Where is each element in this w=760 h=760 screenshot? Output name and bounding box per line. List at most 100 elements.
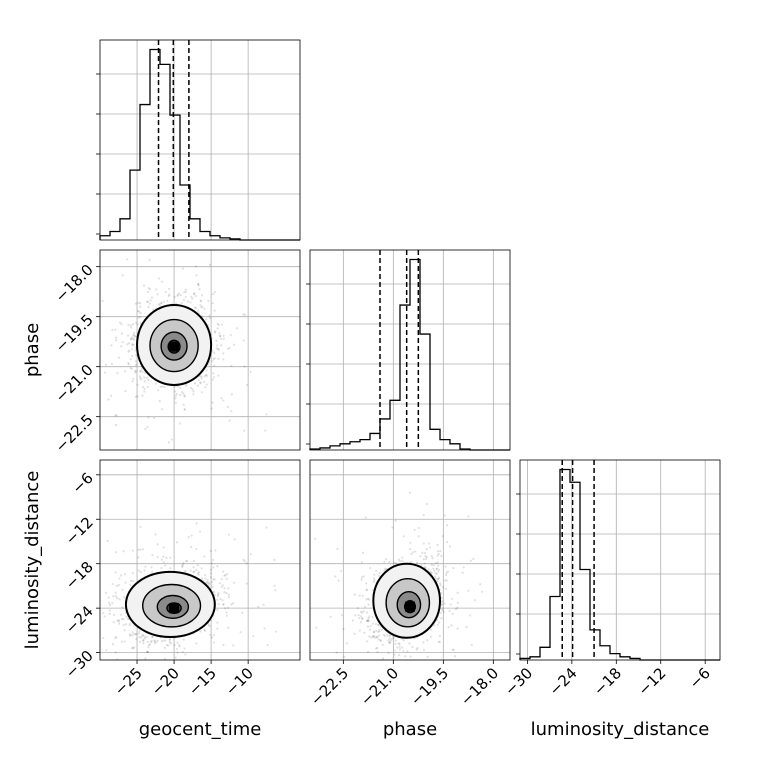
sample-point [430, 571, 433, 575]
sample-point [360, 576, 364, 579]
sample-point [425, 557, 428, 561]
sample-point [386, 634, 389, 637]
histogram-bin-geocent_time-9 [190, 219, 200, 240]
sample-point [213, 357, 216, 360]
sample-point [195, 568, 198, 572]
sample-point [105, 649, 108, 652]
histogram-bin-phase-3 [340, 444, 350, 450]
sample-point [206, 582, 209, 585]
sample-point [174, 390, 177, 393]
sample-point [131, 647, 134, 650]
sample-point [217, 357, 220, 360]
sample-point [360, 561, 363, 564]
sample-point [362, 575, 365, 578]
sample-point [391, 526, 394, 529]
sample-point [181, 565, 184, 569]
sample-point [364, 675, 366, 677]
sample-point [413, 528, 416, 532]
sample-point [175, 392, 178, 396]
sample-point [394, 519, 397, 522]
sample-point [214, 330, 217, 333]
sample-point [245, 582, 248, 585]
sample-point [216, 595, 220, 598]
sample-point [194, 265, 198, 268]
sample-point [176, 641, 179, 644]
sample-point [110, 344, 113, 347]
sample-point [181, 564, 184, 567]
sample-point [469, 559, 472, 562]
sample-point [207, 581, 210, 584]
sample-point [375, 647, 378, 650]
sample-point [211, 293, 215, 296]
sample-point [189, 545, 193, 549]
sample-point [430, 571, 433, 574]
sample-point [159, 385, 162, 388]
sample-point [379, 638, 382, 642]
sample-point [146, 640, 149, 644]
hist-phase-frame [309, 249, 511, 451]
histogram-bin-luminosity_distance-7 [590, 630, 600, 660]
sample-point [165, 556, 168, 559]
sample-point [437, 640, 440, 644]
sample-point [216, 327, 219, 330]
sample-point [210, 407, 213, 410]
sample-point [212, 662, 214, 664]
sample-point [401, 646, 404, 649]
sample-point [141, 548, 145, 551]
sample-point [354, 614, 357, 617]
sample-point [432, 564, 435, 567]
sample-point [217, 592, 220, 595]
histogram-bin-phase-12 [430, 429, 440, 450]
sample-point [430, 563, 433, 566]
sample-point [274, 589, 277, 592]
sample-point [130, 661, 132, 663]
sample-point [205, 374, 209, 377]
sample-point [175, 302, 178, 305]
sample-point [223, 607, 227, 610]
sample-point [264, 429, 267, 432]
sample-point [126, 664, 128, 666]
sample-point [409, 541, 412, 544]
sample-point [211, 378, 214, 381]
sample-point [415, 561, 419, 564]
sample-point [173, 247, 175, 249]
sample-point [158, 304, 161, 307]
histogram-bin-phase-4 [350, 442, 360, 450]
sample-point [448, 609, 451, 613]
sample-point [423, 565, 426, 569]
sample-point [139, 302, 142, 305]
sample-point [193, 382, 197, 385]
sample-point [176, 651, 179, 654]
sample-point [151, 554, 154, 557]
sample-point [200, 294, 204, 297]
sample-point [377, 638, 380, 641]
sample-point [127, 363, 130, 366]
sample-point [440, 592, 443, 595]
sample-point [220, 578, 223, 581]
xtick-label-geocent_time-3: −10 [222, 664, 257, 699]
histogram-bin-luminosity_distance-1 [530, 657, 540, 660]
sample-point [146, 425, 149, 429]
hist-geocent_time-frame [99, 39, 301, 241]
sample-point [120, 705, 122, 707]
sample-point [384, 558, 388, 561]
sample-point [200, 567, 203, 570]
sample-point [436, 567, 439, 570]
sample-point [199, 630, 202, 633]
sample-point [138, 375, 142, 378]
sample-point [203, 628, 206, 631]
sample-point [137, 316, 140, 319]
sample-point [220, 323, 224, 326]
sample-point [199, 300, 203, 303]
sample-point [138, 310, 141, 313]
sample-point [168, 639, 171, 642]
sample-point [465, 625, 468, 629]
sample-point [140, 378, 143, 381]
sample-point [147, 378, 150, 382]
sample-point [141, 394, 144, 397]
sample-point [157, 277, 160, 280]
sample-point [141, 634, 144, 637]
sample-point [222, 337, 225, 340]
sample-point [173, 295, 176, 298]
sample-point [376, 646, 379, 650]
